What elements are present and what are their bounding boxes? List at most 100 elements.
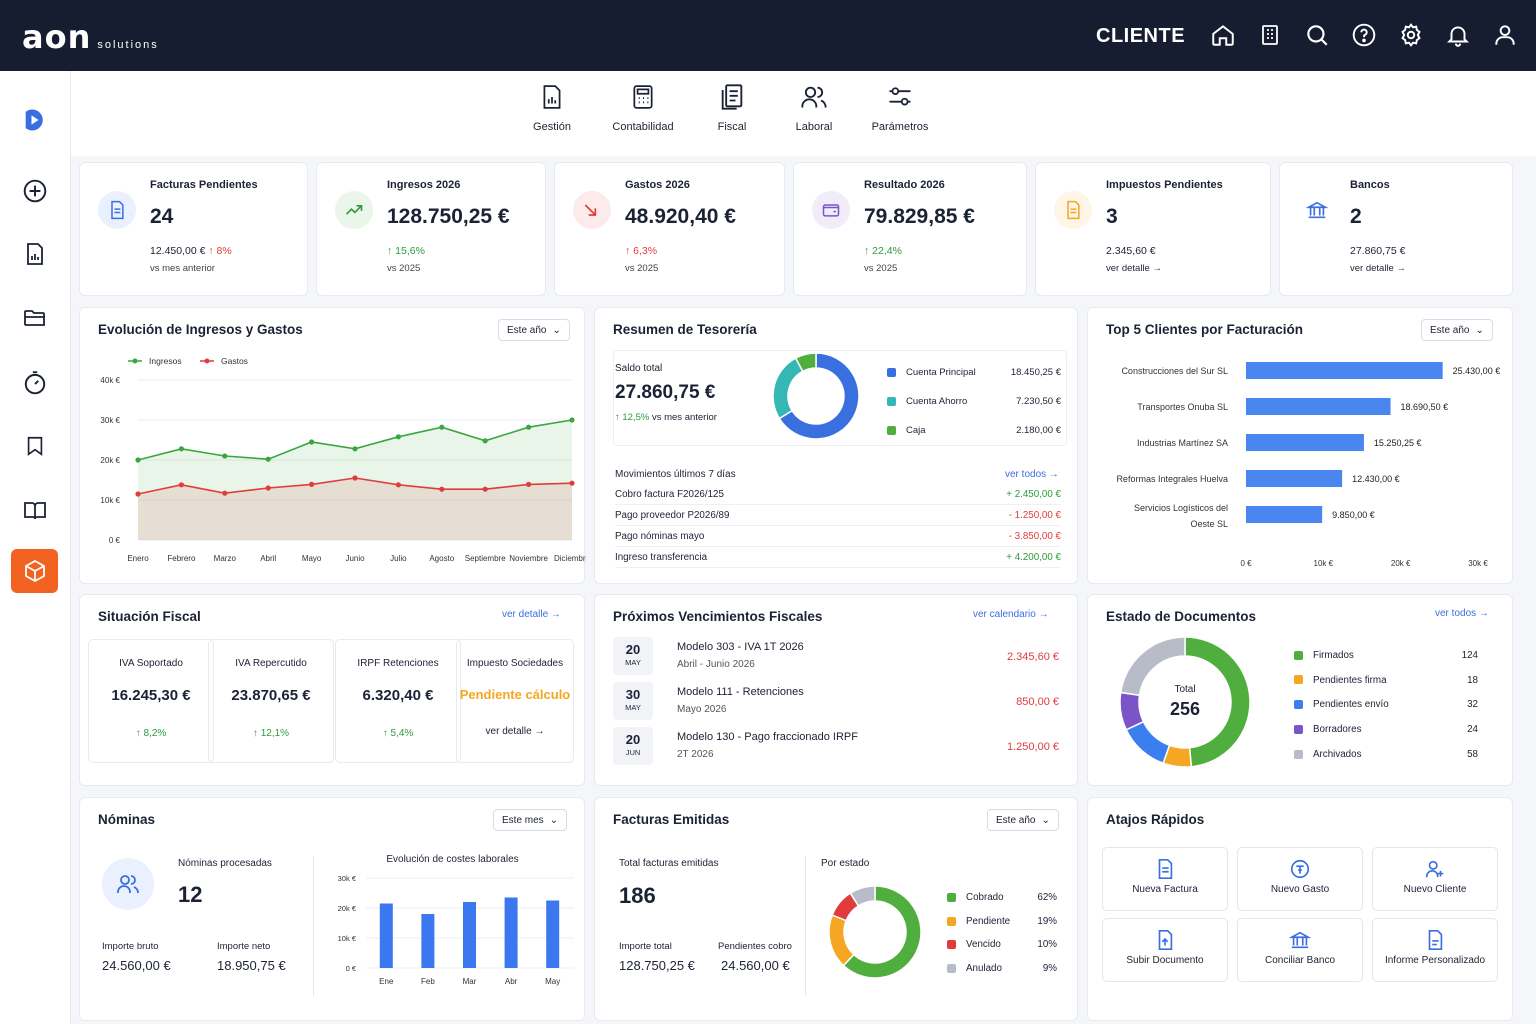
kpi-resultado[interactable]: Resultado 2026 79.829,85 € ↑ 22,4% vs 20… [793, 162, 1027, 296]
y-tick-label: 40k € [100, 376, 120, 385]
nav-fiscal[interactable]: Fiscal [677, 83, 787, 133]
box-icon[interactable] [11, 549, 58, 593]
donut-slice [1119, 636, 1186, 697]
ver-detalle-link[interactable]: ver detalle → [1106, 263, 1162, 274]
date-month: MAY [625, 658, 641, 667]
documentos-card: Estado de Documentos ver todos → Total 2… [1087, 594, 1513, 786]
donut-slice [849, 885, 876, 907]
kpi-bancos[interactable]: Bancos 2 27.860,75 € ver detalle → [1279, 162, 1513, 296]
shortcut-subir-documento[interactable]: Subir Documento [1102, 918, 1228, 982]
brand-icon[interactable] [18, 103, 52, 137]
nav-parametros[interactable]: Parámetros [845, 83, 955, 133]
period-dropdown[interactable]: Este año ⌄ [987, 809, 1059, 831]
add-icon[interactable] [18, 174, 52, 208]
people-icon [102, 858, 154, 910]
documents-icon [721, 84, 743, 110]
role-label: CLIENTE [1096, 25, 1186, 47]
upload-doc-icon [1154, 929, 1176, 951]
legend-swatch [1294, 650, 1303, 660]
irpf-box: IRPF Retenciones 6.320,40 € ↑ 5,4% [335, 639, 461, 763]
help-icon[interactable] [1349, 20, 1379, 50]
legend-swatch [947, 916, 956, 926]
shortcut-label: Informe Personalizado [1384, 955, 1486, 966]
vencimiento-period: 2T 2026 [677, 749, 714, 760]
ver-calendario-link[interactable]: ver calendario → [973, 609, 1049, 620]
legend-label: Vencido [966, 939, 1001, 951]
x-tick-label: Noviembre [509, 554, 548, 563]
folder-icon[interactable] [18, 301, 52, 335]
vencimiento-title: Modelo 303 - IVA 1T 2026 [677, 641, 804, 653]
nav-gestion[interactable]: Gestión [497, 83, 607, 133]
search-icon[interactable] [1302, 20, 1332, 50]
sidebar [0, 71, 71, 1024]
nav-contabilidad[interactable]: Contabilidad [588, 83, 698, 133]
logo[interactable]: aon solutions [22, 18, 159, 56]
legend-item: Caja 2.180,00 € [887, 416, 1061, 445]
kpi-ingresos[interactable]: Ingresos 2026 128.750,25 € ↑ 15,6% vs 20… [316, 162, 546, 296]
legend-label: Archivados [1313, 748, 1362, 760]
ver-todos-link[interactable]: ver todos → [1005, 469, 1059, 480]
legend-item: Borradores 24 [1294, 717, 1478, 742]
x-tick-label: Mayo [302, 554, 322, 563]
legend-item: Cuenta Ahorro 7.230,50 € [887, 387, 1061, 416]
shortcut-nueva-factura[interactable]: Nueva Factura [1102, 847, 1228, 911]
movement-amount: + 2.450,00 € [1006, 488, 1061, 500]
book-icon[interactable] [18, 493, 52, 527]
ver-todos-link[interactable]: ver todos → [1435, 608, 1489, 619]
legend-swatch [887, 367, 896, 377]
bell-icon[interactable] [1443, 20, 1473, 50]
ver-detalle-link[interactable]: ver detalle → [1350, 263, 1406, 274]
movement-row: Ingreso transferencia + 4.200,00 € [615, 547, 1061, 568]
data-point [395, 434, 401, 440]
legend-value: 58 [1467, 748, 1478, 760]
legend-item: Firmados 124 [1294, 643, 1478, 668]
donut-slice [842, 885, 922, 979]
legend-label: Firmados [1313, 649, 1354, 661]
legend-value: 62% [1037, 892, 1057, 904]
ver-detalle-link[interactable]: ver detalle → [502, 609, 561, 620]
building-icon[interactable] [1255, 20, 1285, 50]
shortcut-label: Nuevo Gasto [1270, 884, 1330, 895]
user-icon[interactable] [1490, 20, 1520, 50]
iva-repercutido-box: IVA Repercutido 23.870,65 € ↑ 12,1% [208, 639, 334, 763]
timer-icon[interactable] [18, 366, 52, 400]
home-icon[interactable] [1208, 20, 1238, 50]
donut-slice [794, 352, 817, 373]
shortcut-conciliar-banco[interactable]: Conciliar Banco [1237, 918, 1363, 982]
user-add-icon [1424, 858, 1446, 880]
data-point [569, 480, 575, 486]
calculator-icon [633, 85, 653, 109]
kpi-gastos[interactable]: Gastos 2026 48.920,40 € ↑ 6,3% vs 2025 [554, 162, 785, 296]
legend-swatch [1294, 700, 1303, 710]
movement-row: Pago proveedor P2026/89 - 1.250,00 € [615, 505, 1061, 526]
y-tick-label: 10k € [338, 934, 357, 943]
kpi-impuestos[interactable]: Impuestos Pendientes 3 2.345,60 € ver de… [1035, 162, 1271, 296]
period-dropdown[interactable]: Este mes ⌄ [493, 809, 568, 831]
period-dropdown[interactable]: Este año ⌄ [498, 319, 570, 341]
trend-down-icon [573, 191, 611, 229]
kpi-facturas-pendientes[interactable]: Facturas Pendientes 24 12.450,00 € ↑ 8% … [79, 162, 308, 296]
x-tick-label: Diciembre [554, 554, 586, 563]
shortcut-nuevo-gasto[interactable]: Nuevo Gasto [1237, 847, 1363, 911]
period-dropdown[interactable]: Este año ⌄ [1421, 319, 1493, 341]
legend-swatch [947, 940, 956, 950]
legend-label: Anulado [966, 962, 1002, 974]
shortcut-informe-personalizado[interactable]: Informe Personalizado [1372, 918, 1498, 982]
report-icon[interactable] [18, 237, 52, 271]
vencimiento-title: Modelo 111 - Retenciones [677, 686, 804, 698]
gear-icon[interactable] [1396, 20, 1426, 50]
x-tick-label: May [545, 977, 560, 986]
legend-value: 18 [1467, 674, 1478, 686]
data-point [265, 485, 271, 491]
expense-icon [1289, 858, 1311, 880]
ver-detalle-link[interactable]: ver detalle → [485, 726, 545, 737]
donut-slice [772, 357, 804, 420]
sliders-icon [889, 87, 911, 106]
donut-slice [1125, 720, 1171, 765]
data-point [309, 439, 315, 445]
nav-laboral[interactable]: Laboral [759, 83, 869, 133]
shortcut-nuevo-cliente[interactable]: Nuevo Cliente [1372, 847, 1498, 911]
legend-label: Cuenta Principal [906, 367, 976, 378]
documentos-donut [1119, 636, 1251, 768]
bookmark-icon[interactable] [18, 429, 52, 463]
